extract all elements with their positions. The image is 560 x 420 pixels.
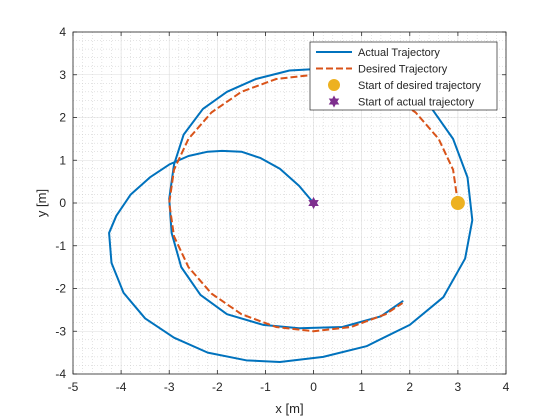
x-tick-label: 0 — [310, 380, 317, 394]
y-tick-label: -3 — [55, 324, 66, 338]
axes — [72, 31, 507, 375]
x-tick-label: 2 — [406, 380, 413, 394]
x-tick-label: 3 — [455, 380, 462, 394]
y-tick-label: 0 — [59, 196, 66, 210]
legend-label: Start of actual trajectory — [358, 97, 475, 109]
marker-layer — [308, 196, 465, 210]
y-tick-label: -4 — [55, 367, 66, 381]
marker-start-of-desired-trajectory — [450, 196, 465, 210]
x-tick-label: -1 — [260, 380, 271, 394]
x-tick-label: 1 — [358, 380, 365, 394]
legend-swatch-start-of-desired-trajectory — [328, 79, 340, 91]
x-tick-label: -2 — [212, 380, 223, 394]
x-tick-label: 4 — [503, 380, 510, 394]
y-tick-label: -1 — [55, 239, 66, 253]
x-tick-label: -3 — [164, 380, 175, 394]
y-axis-title: y [m] — [34, 189, 49, 217]
x-tick-label: -4 — [116, 380, 127, 394]
legend-swatch-start-of-actual-trajectory — [328, 95, 340, 108]
y-tick-label: -2 — [55, 282, 66, 296]
x-tick-label: -5 — [68, 380, 79, 394]
marker-start-of-actual-trajectory — [308, 196, 319, 210]
y-tick-label: 1 — [59, 153, 66, 167]
legend: Actual Trajectory Desired Trajectory Start… — [309, 41, 498, 111]
legend-label: Actual Trajectory — [358, 47, 440, 59]
legend-label: Desired Trajectory — [358, 64, 448, 76]
y-tick-label: 2 — [59, 111, 66, 125]
legend-label: Start of desired trajectory — [358, 80, 481, 92]
legend-box — [309, 41, 498, 111]
y-tick-label: 3 — [59, 68, 66, 82]
series-line-actual-trajectory — [108, 67, 474, 364]
x-axis-title: x [m] — [275, 401, 303, 416]
y-tick-label: 4 — [59, 25, 66, 39]
